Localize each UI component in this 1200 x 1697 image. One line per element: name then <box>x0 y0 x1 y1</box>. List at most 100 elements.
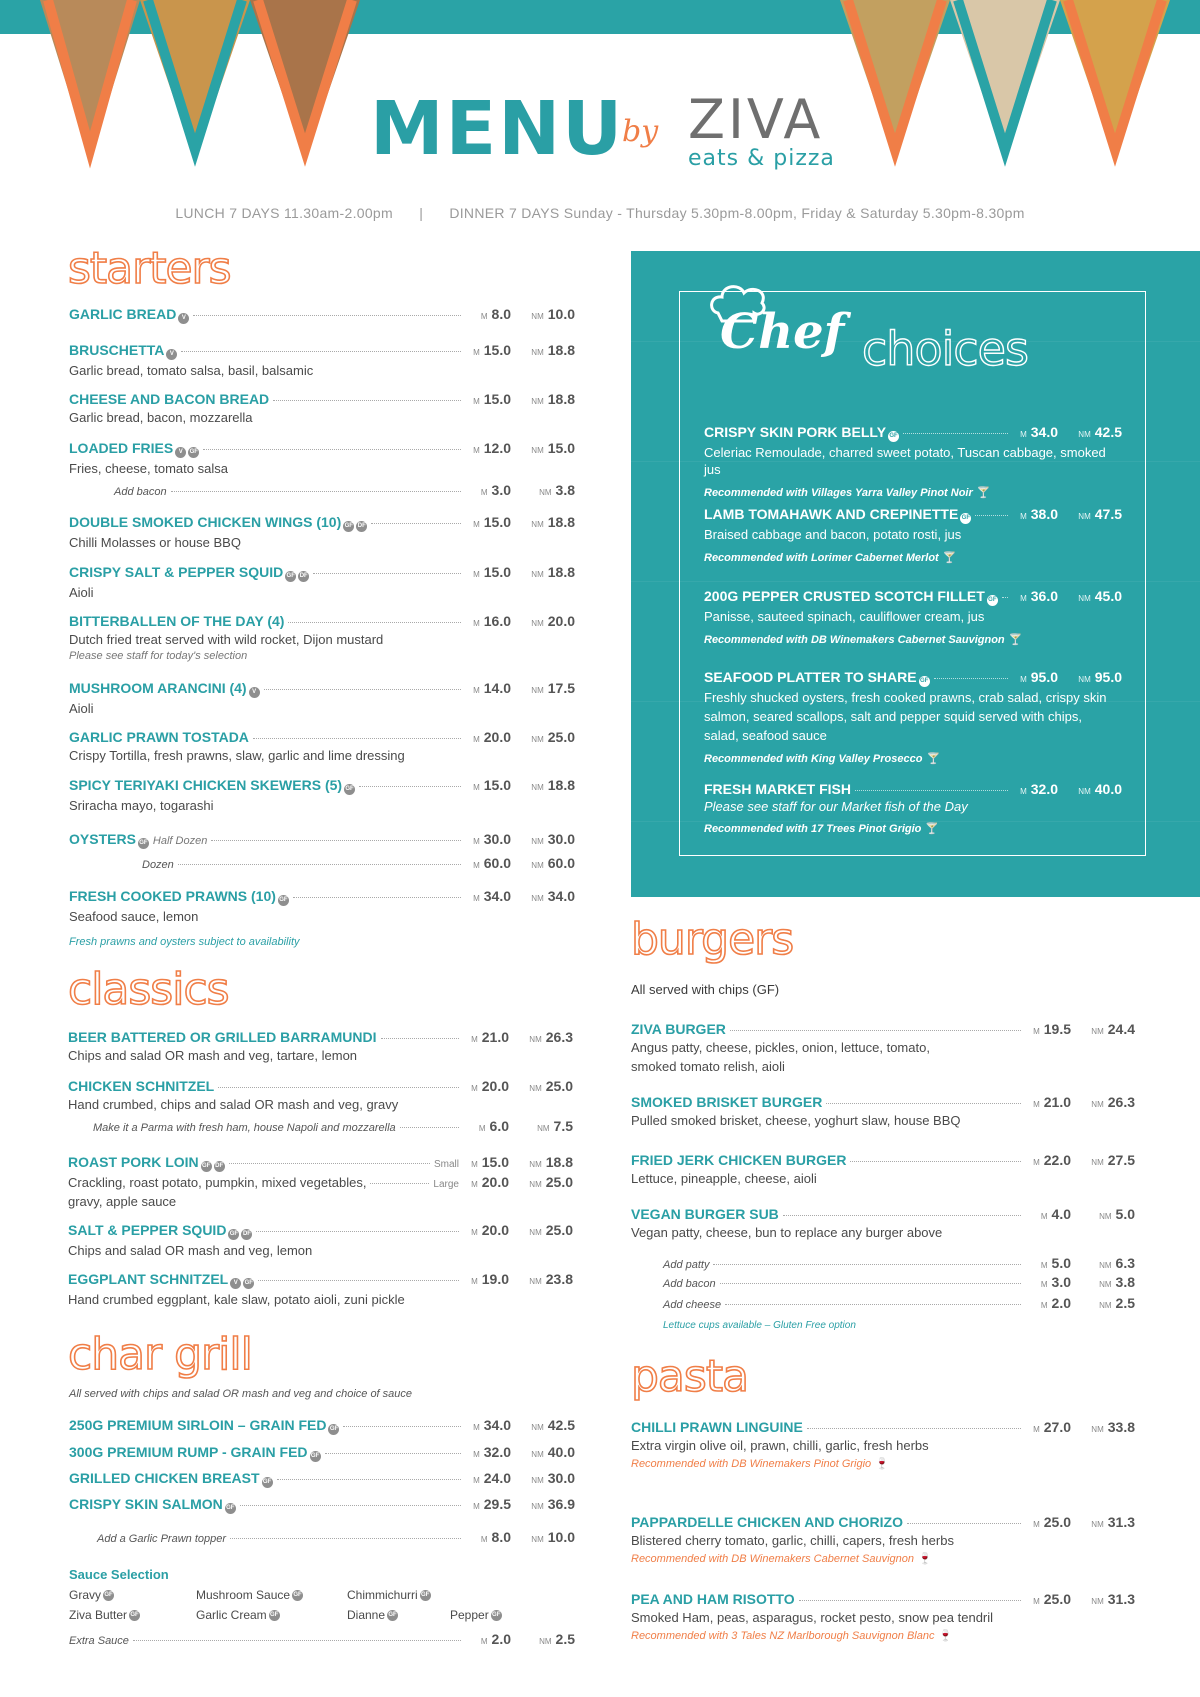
menu-item-row: CHICKEN SCHNITZEL M 20.0 NM 25.0 <box>68 1078 573 1094</box>
menu-item-name: BRUSCHETTA <box>69 342 165 358</box>
menu-item-name: OYSTERS <box>69 831 136 847</box>
dot-leader <box>906 1523 1021 1524</box>
dot-leader <box>933 678 1008 679</box>
price-nm: NM 31.3 <box>1071 1514 1135 1530</box>
price-m-value: 20.0 <box>481 1222 509 1238</box>
menu-item-name: SALT & PEPPER SQUID <box>68 1222 227 1238</box>
wine-glass-icon: 🍷 <box>938 1630 953 1642</box>
menu-item: SMOKED BRISKET BURGER M 21.0 NM 26.3 Pulled s… <box>631 1094 1135 1129</box>
price-nm-label: NM <box>1078 512 1091 521</box>
price-m: M 20.0 <box>463 1222 509 1238</box>
sauce-option: Ziva Butter GF <box>69 1608 141 1622</box>
price-m-value: 95.0 <box>1030 669 1058 685</box>
menu-item-name: Extra Sauce <box>69 1635 129 1647</box>
menu-item: SPICY TERIYAKI CHICKEN SKEWERS (5) GF M 15.… <box>69 777 575 814</box>
burgers-intro: All served with chips (GF) <box>631 982 780 997</box>
menu-item-name: PEA AND HAM RISOTTO <box>631 1591 795 1607</box>
menu-item-name: Add bacon <box>663 1278 716 1290</box>
price-nm: NM 42.5 <box>1058 424 1122 440</box>
price-nm-label: NM <box>531 894 544 903</box>
price-m-value: 27.0 <box>1043 1419 1071 1435</box>
menu-item: PEA AND HAM RISOTTO M 25.0 NM 31.3 Smoked Ham… <box>631 1591 1135 1642</box>
menu-item-description: Aioli <box>69 585 94 600</box>
wine-recommendation: Recommended with DB Winemakers Cabernet … <box>704 633 1122 646</box>
price-m: M 34.0 <box>465 888 511 904</box>
menu-word: MENU <box>370 86 625 172</box>
price-m-value: 30.0 <box>483 831 511 847</box>
price-m: M 34.0 <box>1012 424 1058 440</box>
wine-recommendation: Recommended with 3 Tales NZ Marlborough … <box>631 1629 1135 1642</box>
price-m: M 16.0 <box>465 613 511 629</box>
menu-item: Make it a Parma with fresh ham, house Na… <box>93 1118 573 1134</box>
gluten-free-badge-icon: GF <box>200 1161 212 1172</box>
price-m: M 6.0 <box>463 1118 509 1134</box>
price-m-value: 4.0 <box>1051 1206 1071 1222</box>
price-nm: NM 18.8 <box>511 342 575 358</box>
price-nm-label: NM <box>531 783 544 792</box>
menu-item: BEER BATTERED OR GRILLED BARRAMUNDI M 21.0… <box>68 1029 573 1064</box>
price-m-label: M <box>471 1084 478 1093</box>
section-title-starters: starters <box>67 243 232 295</box>
menu-item-name: Dozen <box>142 859 174 871</box>
dot-leader <box>170 491 461 492</box>
price-m-value: 8.0 <box>491 306 511 322</box>
price-nm-value: 18.8 <box>547 564 575 580</box>
wine-glass-icon: 🍸 <box>926 753 941 765</box>
gluten-free-badge-icon: GF <box>960 513 972 524</box>
price-nm: NM 18.8 <box>509 1154 573 1170</box>
menu-item-name: VEGAN BURGER SUB <box>631 1206 779 1222</box>
dot-leader <box>203 449 461 450</box>
wine-recommendation: Recommended with DB Winemakers Pinot Gri… <box>631 1457 1135 1470</box>
dot-leader <box>399 1127 459 1128</box>
price-nm-label: NM <box>1091 1027 1104 1036</box>
menu-item: MUSHROOM ARANCINI (4) V M 14.0 NM 17.5 Aioli <box>69 680 575 717</box>
price-m-label: M <box>1033 1520 1040 1529</box>
dot-leader <box>193 315 461 316</box>
menu-item-name: CHILLI PRAWN LINGUINE <box>631 1419 803 1435</box>
price-m-value: 3.0 <box>1051 1274 1071 1290</box>
chef-choices-panel <box>631 251 1200 897</box>
price-nm-label: NM <box>531 312 544 321</box>
price-m-value: 25.0 <box>1043 1514 1071 1530</box>
price-nm-label: NM <box>529 1277 542 1286</box>
sauce-name: Dianne <box>347 1608 386 1622</box>
menu-item-row: 200G PEPPER CRUSTED SCOTCH FILLET GF M 36.0… <box>704 588 1122 606</box>
menu-item-name: CHEESE AND BACON BREAD <box>69 391 270 407</box>
gluten-free-badge-icon: GF <box>137 838 149 849</box>
menu-item: BRUSCHETTA V M 15.0 NM 18.8 Garlic bread, toma… <box>69 342 575 379</box>
price-m-value: 12.0 <box>483 440 511 456</box>
price-nm: NM 20.0 <box>511 613 575 629</box>
price-nm-value: 27.5 <box>1107 1152 1135 1168</box>
price-nm-value: 15.0 <box>547 440 575 456</box>
vegetarian-badge-icon: V <box>178 313 190 324</box>
gluten-free-badge-icon: GF <box>419 1590 431 1602</box>
price-nm: NM 15.0 <box>511 440 575 456</box>
dot-leader <box>132 1640 461 1641</box>
price-nm: NM 27.5 <box>1071 1152 1135 1168</box>
price-nm-label: NM <box>531 570 544 579</box>
chef-hat-icon <box>708 283 770 330</box>
price-m-value: 15.0 <box>483 564 511 580</box>
dot-leader <box>252 738 461 739</box>
menu-item: Add bacon M 3.0 NM 3.8 <box>663 1274 1135 1290</box>
wine-recommendation-text: Recommended with DB Winemakers Pinot Gri… <box>631 1458 872 1470</box>
menu-item-row: BRUSCHETTA V M 15.0 NM 18.8 <box>69 342 575 360</box>
price-nm-label: NM <box>531 861 544 870</box>
wine-glass-icon: 🍸 <box>925 823 940 835</box>
menu-item: CHILLI PRAWN LINGUINE M 27.0 NM 33.8 Extra vi… <box>631 1419 1135 1470</box>
price-m-label: M <box>473 446 480 455</box>
price-m: M 21.0 <box>463 1029 509 1045</box>
price-nm: NM 18.8 <box>511 564 575 580</box>
menu-item: CRISPY SALT & PEPPER SQUID GF DF M 15.0 NM 18.… <box>69 564 575 601</box>
price-m: M 38.0 <box>1012 506 1058 522</box>
menu-item-description: Panisse, sauteed spinach, cauliflower cr… <box>704 609 985 624</box>
menu-item-name: GRILLED CHICKEN BREAST <box>69 1470 260 1486</box>
dot-leader <box>324 1453 461 1454</box>
price-m: M 25.0 <box>1025 1514 1071 1530</box>
price-nm-value: 7.5 <box>553 1118 573 1134</box>
price-nm-label: NM <box>1078 430 1091 439</box>
menu-item-description: Garlic bread, tomato salsa, basil, balsa… <box>69 363 314 378</box>
price-nm: NM 10.0 <box>511 1529 575 1545</box>
menu-item-description: Crispy Tortilla, fresh prawns, slaw, gar… <box>69 748 405 763</box>
price-m-label: M <box>473 619 480 628</box>
